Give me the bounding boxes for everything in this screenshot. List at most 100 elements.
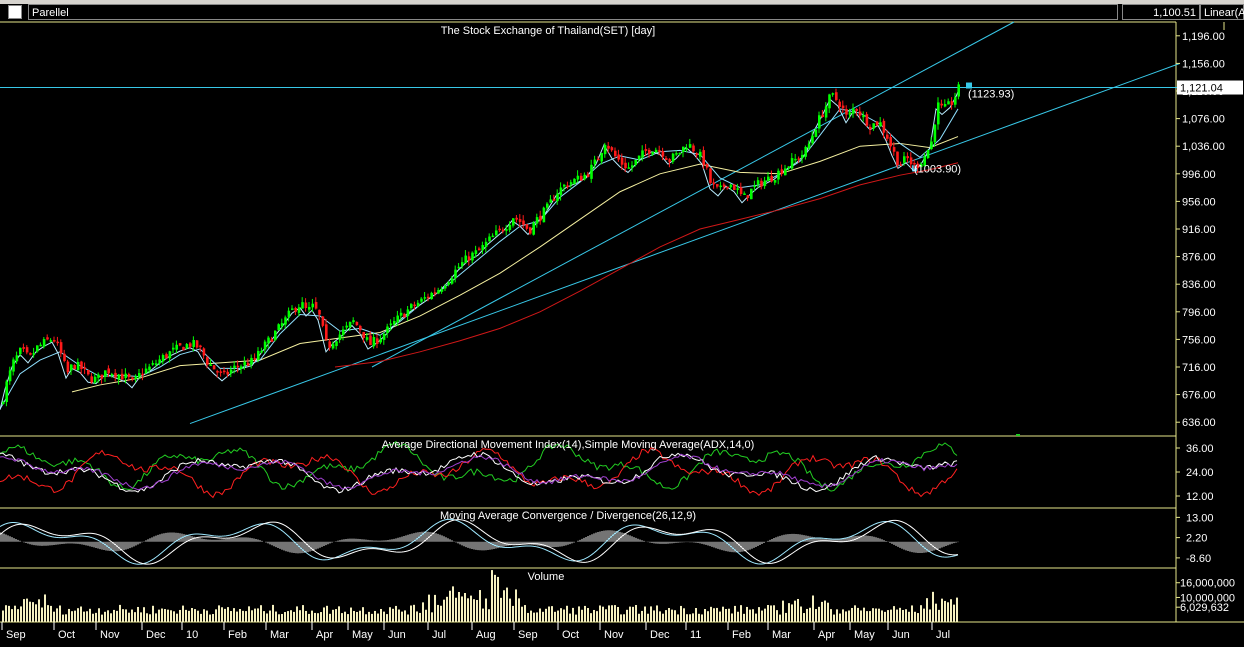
candle[interactable] — [787, 166, 790, 169]
candle[interactable] — [263, 341, 267, 350]
candle[interactable] — [920, 163, 923, 168]
candle[interactable] — [753, 185, 756, 188]
candle[interactable] — [19, 347, 22, 355]
candle[interactable] — [688, 144, 692, 148]
candle[interactable] — [25, 347, 29, 353]
candle[interactable] — [236, 365, 240, 368]
candle[interactable] — [393, 320, 396, 325]
candle[interactable] — [243, 361, 246, 366]
candle[interactable] — [954, 97, 957, 105]
candle[interactable] — [311, 303, 314, 308]
candle[interactable] — [580, 175, 583, 181]
candle[interactable] — [556, 193, 559, 202]
candle[interactable] — [226, 371, 229, 375]
candle[interactable] — [284, 317, 287, 325]
candle[interactable] — [158, 359, 161, 364]
candle[interactable] — [433, 292, 437, 294]
candle[interactable] — [182, 347, 185, 351]
candle[interactable] — [947, 101, 950, 105]
candle[interactable] — [219, 371, 223, 373]
candle[interactable] — [134, 376, 138, 379]
candle[interactable] — [461, 262, 464, 266]
candle[interactable] — [335, 341, 338, 347]
candle[interactable] — [437, 289, 440, 294]
candle[interactable] — [464, 255, 467, 264]
candle[interactable] — [457, 266, 461, 269]
candle[interactable] — [270, 339, 274, 342]
candle[interactable] — [838, 101, 841, 107]
candle[interactable] — [107, 368, 110, 374]
candle[interactable] — [637, 155, 641, 160]
candle[interactable] — [76, 361, 80, 371]
candle[interactable] — [586, 174, 590, 177]
candle[interactable] — [933, 124, 937, 142]
candle[interactable] — [729, 184, 733, 188]
candle[interactable] — [814, 129, 818, 137]
candle[interactable] — [365, 337, 369, 340]
candle[interactable] — [886, 134, 889, 139]
candle[interactable] — [709, 168, 712, 183]
candle[interactable] — [15, 355, 19, 362]
candle[interactable] — [416, 302, 420, 307]
candle[interactable] — [141, 373, 144, 376]
candle[interactable] — [634, 159, 637, 165]
candle[interactable] — [124, 373, 127, 379]
candle[interactable] — [811, 135, 814, 144]
candle[interactable] — [848, 112, 852, 115]
candle[interactable] — [104, 370, 107, 377]
candle[interactable] — [641, 150, 644, 158]
candle[interactable] — [913, 162, 916, 165]
candle[interactable] — [467, 256, 471, 261]
candle[interactable] — [321, 316, 325, 326]
candle[interactable] — [359, 325, 362, 331]
candle[interactable] — [692, 145, 695, 152]
candle[interactable] — [444, 286, 447, 289]
candle[interactable] — [695, 153, 699, 156]
candle[interactable] — [770, 175, 773, 182]
trendline-handle[interactable] — [966, 82, 972, 89]
candle[interactable] — [590, 164, 593, 179]
candle[interactable] — [940, 103, 943, 106]
candle[interactable] — [603, 144, 607, 155]
candle[interactable] — [559, 187, 563, 196]
candle[interactable] — [654, 149, 658, 153]
candle[interactable] — [195, 340, 199, 348]
candle[interactable] — [807, 143, 811, 149]
candle[interactable] — [216, 371, 219, 373]
candle[interactable] — [410, 304, 413, 309]
candle[interactable] — [325, 324, 328, 340]
candle[interactable] — [66, 361, 70, 373]
candle[interactable] — [250, 357, 253, 365]
candle[interactable] — [889, 137, 892, 147]
candle[interactable] — [702, 150, 705, 165]
candle[interactable] — [396, 315, 399, 323]
candle[interactable] — [767, 176, 770, 182]
candle[interactable] — [399, 312, 403, 316]
candle[interactable] — [297, 307, 301, 313]
candle[interactable] — [372, 336, 376, 347]
candle[interactable] — [879, 122, 882, 127]
candle[interactable] — [420, 298, 423, 302]
candle[interactable] — [583, 174, 586, 180]
candle[interactable] — [423, 297, 427, 299]
candle[interactable] — [257, 350, 260, 360]
candle[interactable] — [454, 269, 457, 279]
candle[interactable] — [627, 167, 631, 169]
candle[interactable] — [916, 163, 920, 169]
candle[interactable] — [379, 339, 382, 343]
candle[interactable] — [355, 321, 359, 326]
candle[interactable] — [430, 292, 433, 300]
candle[interactable] — [8, 370, 12, 382]
candle[interactable] — [855, 108, 858, 111]
candle[interactable] — [267, 337, 270, 344]
candle[interactable] — [29, 353, 32, 355]
candle[interactable] — [2, 402, 5, 404]
candle[interactable] — [644, 148, 648, 151]
candle[interactable] — [304, 302, 308, 309]
candle[interactable] — [651, 151, 654, 155]
candle[interactable] — [790, 158, 794, 169]
candle[interactable] — [699, 151, 702, 157]
candle[interactable] — [750, 188, 753, 200]
candle[interactable] — [746, 195, 750, 198]
candle[interactable] — [362, 331, 365, 338]
